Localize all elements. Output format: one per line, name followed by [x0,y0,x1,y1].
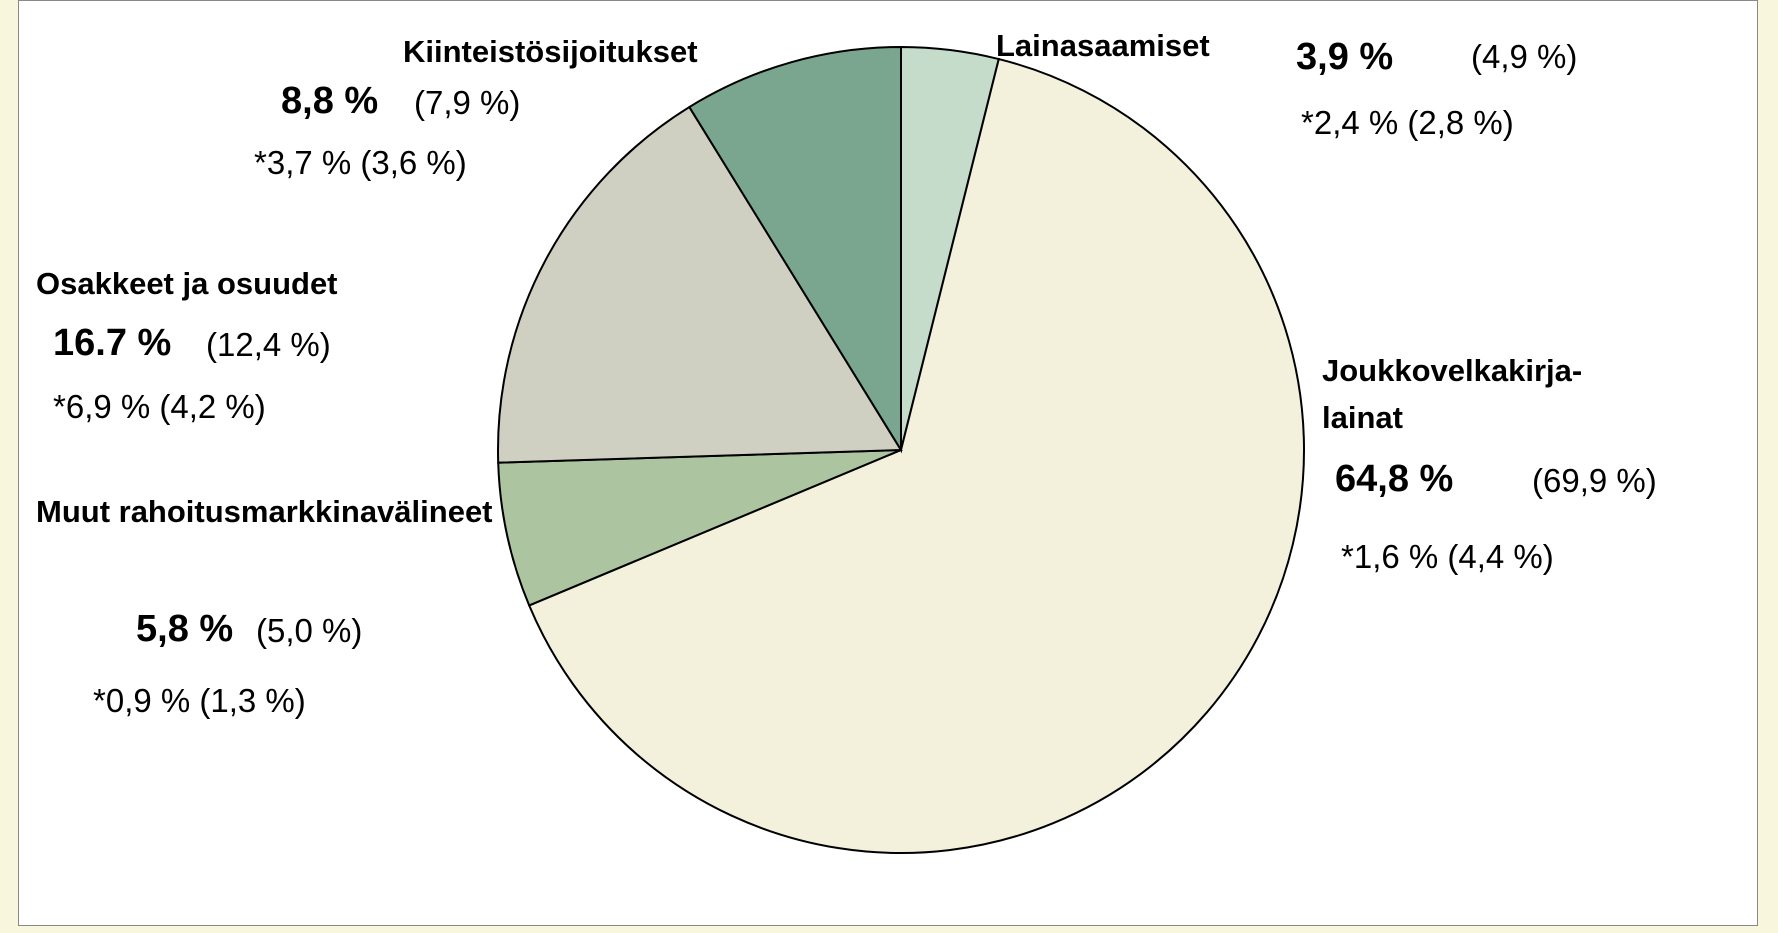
pie-slice [687,45,902,454]
previous-label: (12,4 %) [206,326,331,363]
pie-slice [497,449,902,607]
slice-name: Lainasaamiset [996,28,1210,63]
slice-name: Muut rahoitusmarkkinavälineet [36,494,493,529]
value-label: 5,8 % [136,608,234,650]
previous-label: (4,9 %) [1471,38,1578,75]
value-label: 8,8 % [281,80,379,122]
note-label: *3,7 % (3,6 %) [254,144,467,181]
previous-label: (7,9 %) [414,84,521,121]
value-label: 64,8 % [1335,458,1454,500]
slice-name: Osakkeet ja osuudet [36,266,338,301]
value-label: 3,9 % [1296,36,1394,78]
previous-label: (5,0 %) [256,612,363,649]
slice-name: Joukkovelkakirja-lainat [1322,353,1583,435]
note-label: *2,4 % (2,8 %) [1301,104,1514,141]
pie-slice [497,105,903,464]
slice-name: Kiinteistösijoitukset [403,34,698,69]
note-label: *0,9 % (1,3 %) [93,682,306,719]
value-label: 16.7 % [53,322,172,364]
note-label: *6,9 % (4,2 %) [53,388,266,425]
previous-label: (69,9 %) [1532,462,1657,499]
note-label: *1,6 % (4,4 %) [1341,538,1554,575]
pie-slice [527,57,1305,854]
